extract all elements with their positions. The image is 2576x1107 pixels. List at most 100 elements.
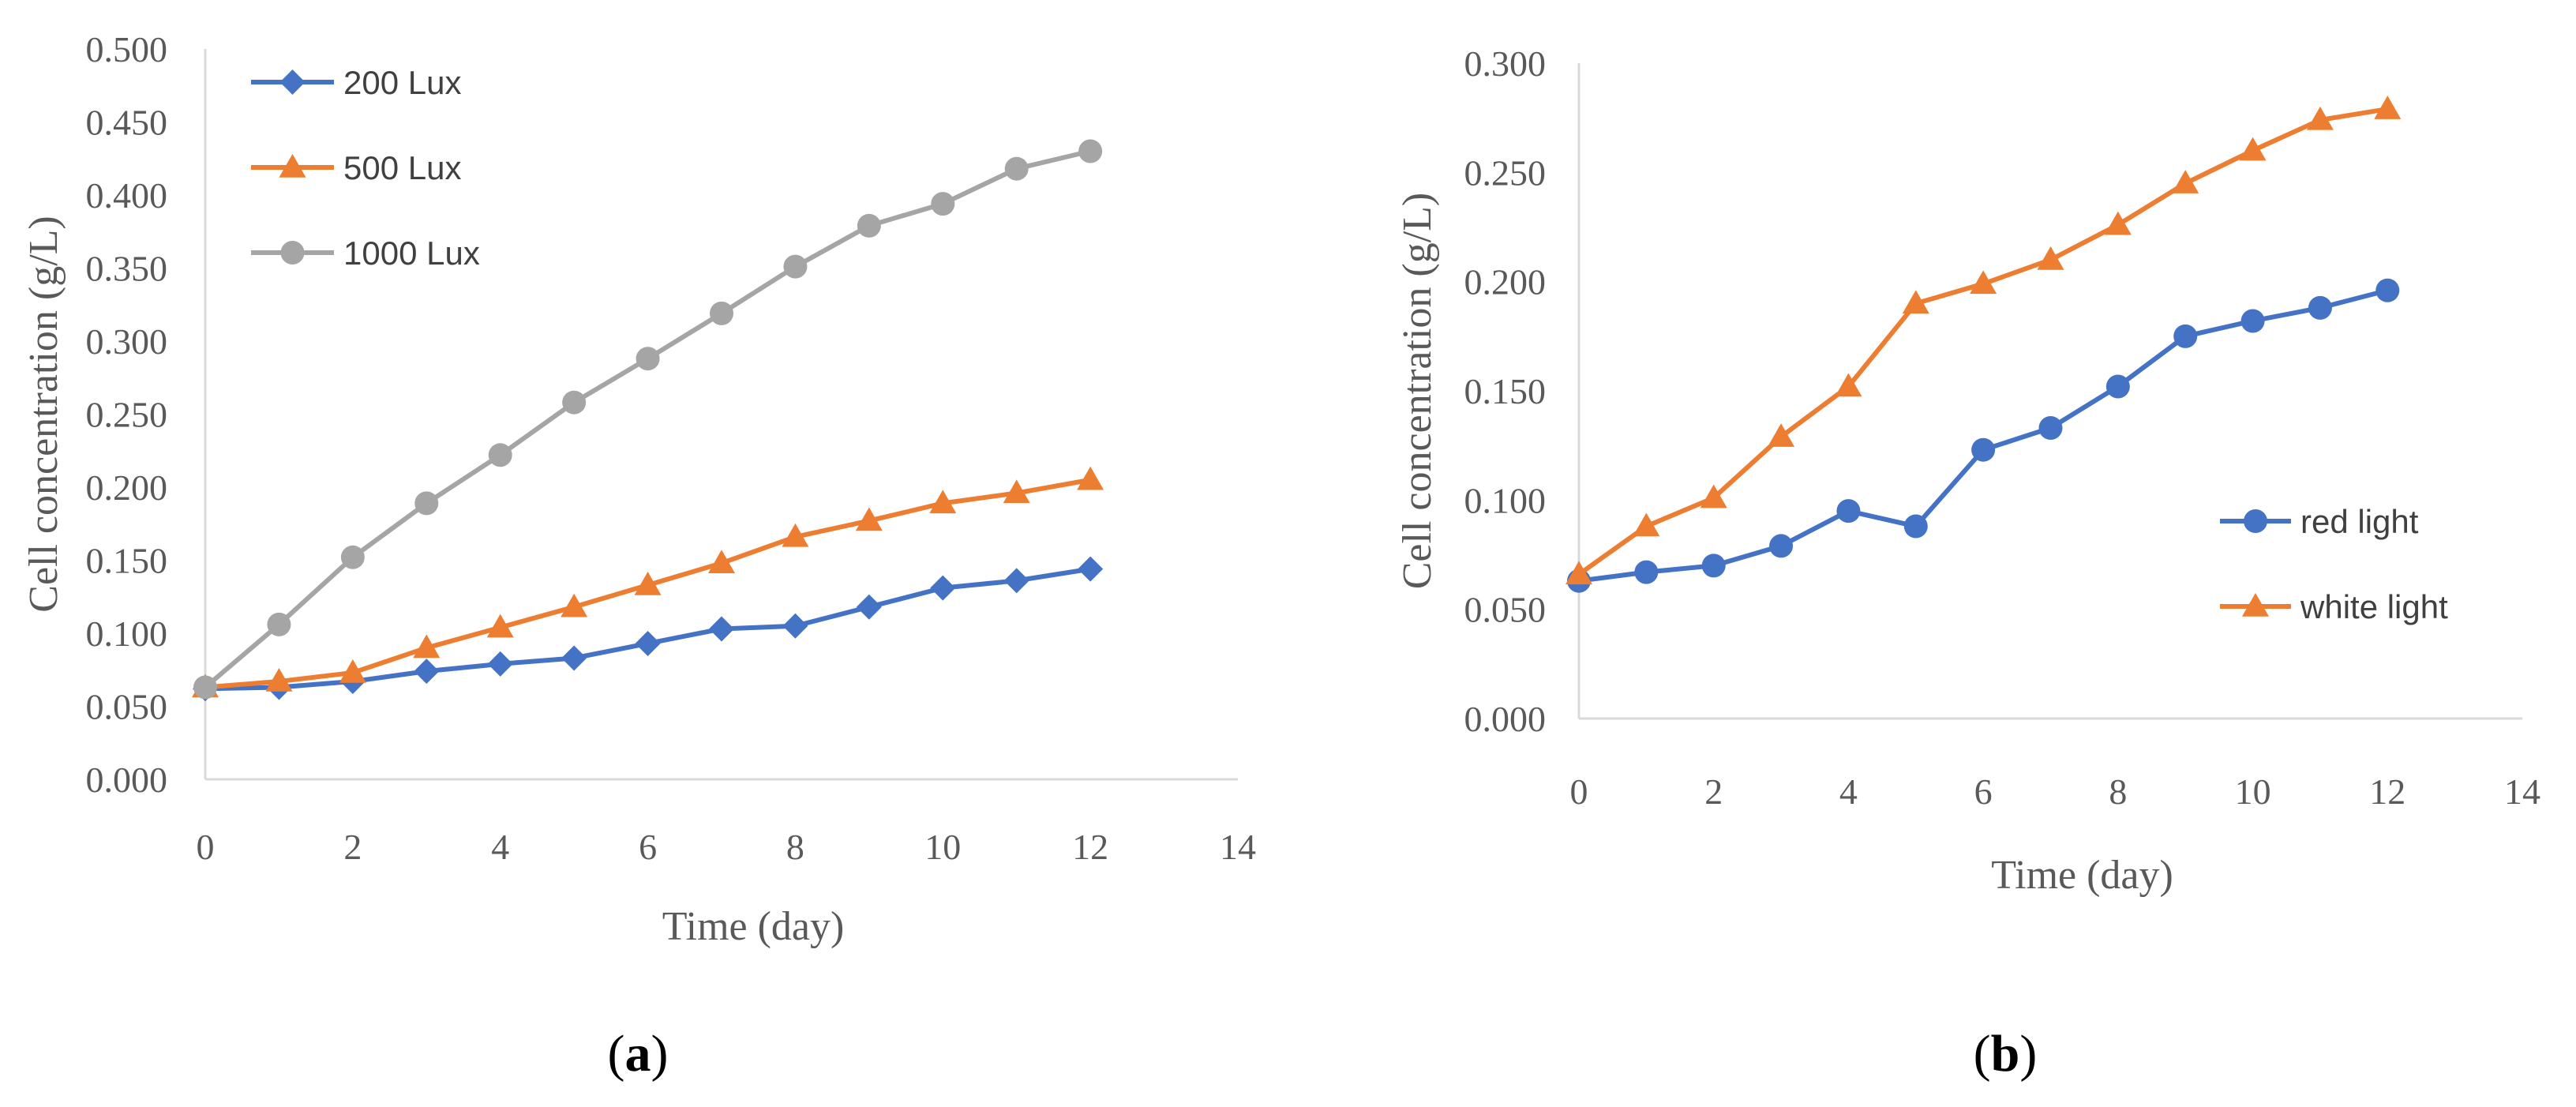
x-tick-label: 2 bbox=[343, 827, 362, 867]
data-point bbox=[1634, 560, 1659, 584]
data-point bbox=[1768, 423, 1795, 447]
legend-label: 200 Lux bbox=[343, 64, 461, 101]
legend: 200 Lux 500 Lux 1000 Lux bbox=[251, 64, 480, 272]
x-tick-label: 12 bbox=[2369, 771, 2405, 812]
data-point bbox=[1077, 466, 1104, 490]
panel-label: (b) bbox=[1974, 1025, 2038, 1083]
y-tick-label: 0.200 bbox=[1464, 262, 1547, 302]
y-tick-label: 0.000 bbox=[1464, 699, 1547, 739]
y-tick-label: 0.350 bbox=[86, 249, 168, 289]
data-point bbox=[193, 675, 217, 700]
data-point bbox=[782, 523, 809, 547]
data-point bbox=[561, 645, 587, 671]
legend-label: white light bbox=[2300, 588, 2448, 625]
x-tick-label: 0 bbox=[1570, 771, 1588, 812]
data-point bbox=[413, 634, 441, 659]
data-point bbox=[709, 616, 734, 642]
x-tick-label: 10 bbox=[924, 827, 961, 867]
x-axis-title: Time (day) bbox=[662, 904, 845, 949]
data-point bbox=[1700, 484, 1727, 508]
y-tick-label: 0.300 bbox=[86, 321, 168, 362]
data-point bbox=[487, 651, 513, 677]
data-point bbox=[2104, 211, 2132, 235]
data-point bbox=[636, 347, 660, 371]
legend: red light white light bbox=[2220, 503, 2448, 625]
legend-label: red light bbox=[2300, 503, 2419, 540]
x-tick-label: 6 bbox=[639, 827, 657, 867]
data-point bbox=[2038, 416, 2063, 441]
y-tick-label: 0.150 bbox=[1464, 371, 1547, 411]
data-point bbox=[931, 192, 955, 216]
series-line bbox=[204, 148, 1091, 689]
y-tick-label: 0.300 bbox=[1464, 43, 1547, 84]
data-point bbox=[1701, 554, 1726, 578]
x-tick-label: 10 bbox=[2235, 771, 2271, 812]
data-point bbox=[488, 443, 512, 467]
y-tick-label: 0.500 bbox=[86, 29, 168, 69]
data-point bbox=[267, 612, 291, 636]
y-tick-label: 0.000 bbox=[86, 760, 168, 800]
data-point bbox=[857, 213, 881, 238]
y-tick-label: 0.200 bbox=[86, 467, 168, 508]
y-tick-label: 0.050 bbox=[1464, 590, 1547, 630]
panel-label: (a) bbox=[608, 1025, 669, 1083]
chart-panel-a: 0.000 0.050 0.100 0.150 0.200 0.250 0.300 0.350… bbox=[21, 29, 1256, 1083]
x-tick-label: 8 bbox=[786, 827, 804, 867]
data-point bbox=[339, 659, 366, 683]
data-point bbox=[635, 630, 661, 656]
data-point bbox=[414, 659, 440, 685]
data-point bbox=[2239, 137, 2267, 161]
x-tick-label: 2 bbox=[1704, 771, 1723, 812]
data-point bbox=[1903, 514, 1928, 538]
data-point bbox=[562, 390, 587, 415]
legend-label: 500 Lux bbox=[343, 149, 461, 186]
series-red-light bbox=[1567, 278, 2400, 593]
data-point bbox=[1836, 499, 1861, 523]
data-point bbox=[856, 594, 882, 620]
legend-marker bbox=[2244, 509, 2267, 533]
series-white-light bbox=[1565, 96, 2402, 585]
legend-marker bbox=[279, 69, 306, 95]
data-point bbox=[2037, 246, 2064, 270]
y-tick-label: 0.050 bbox=[86, 687, 168, 727]
series-line bbox=[1577, 107, 2388, 576]
y-tick-label: 0.100 bbox=[1464, 480, 1547, 520]
data-point bbox=[2173, 324, 2198, 348]
legend-marker bbox=[279, 154, 306, 178]
legend-label: 1000 Lux bbox=[343, 235, 480, 272]
y-tick-label: 0.400 bbox=[86, 175, 168, 216]
y-tick-label: 0.150 bbox=[86, 541, 168, 581]
legend-marker bbox=[280, 241, 305, 265]
x-tick-label: 4 bbox=[1839, 771, 1858, 812]
data-point bbox=[2308, 295, 2332, 320]
data-point bbox=[2172, 170, 2199, 193]
data-point bbox=[782, 613, 808, 639]
data-point bbox=[1633, 512, 1660, 537]
data-point bbox=[929, 490, 957, 514]
data-point bbox=[2375, 278, 2400, 302]
data-point bbox=[708, 550, 735, 573]
y-axis-title: Cell concentration (g/L) bbox=[1395, 193, 1440, 589]
series-line bbox=[1578, 287, 2389, 584]
x-tick-label: 8 bbox=[2109, 771, 2127, 812]
x-tick-label: 4 bbox=[491, 827, 509, 867]
y-tick-label: 0.250 bbox=[86, 395, 168, 435]
data-point bbox=[634, 571, 662, 595]
data-point bbox=[1565, 561, 1592, 585]
x-tick-label: 14 bbox=[2504, 771, 2540, 812]
data-point bbox=[1078, 556, 1104, 582]
x-axis-title: Time (day) bbox=[1991, 853, 2173, 898]
legend-marker bbox=[2242, 593, 2269, 617]
data-point bbox=[2240, 309, 2265, 333]
x-tick-label: 0 bbox=[197, 827, 215, 867]
data-point bbox=[855, 507, 883, 531]
data-point bbox=[2374, 96, 2402, 119]
data-point bbox=[930, 575, 956, 601]
data-point bbox=[340, 545, 365, 569]
x-tick-label: 6 bbox=[1974, 771, 1993, 812]
data-point bbox=[265, 668, 293, 692]
y-axis-title: Cell concentration (g/L) bbox=[21, 216, 66, 612]
data-point bbox=[1970, 270, 1997, 295]
data-point bbox=[2105, 374, 2130, 399]
